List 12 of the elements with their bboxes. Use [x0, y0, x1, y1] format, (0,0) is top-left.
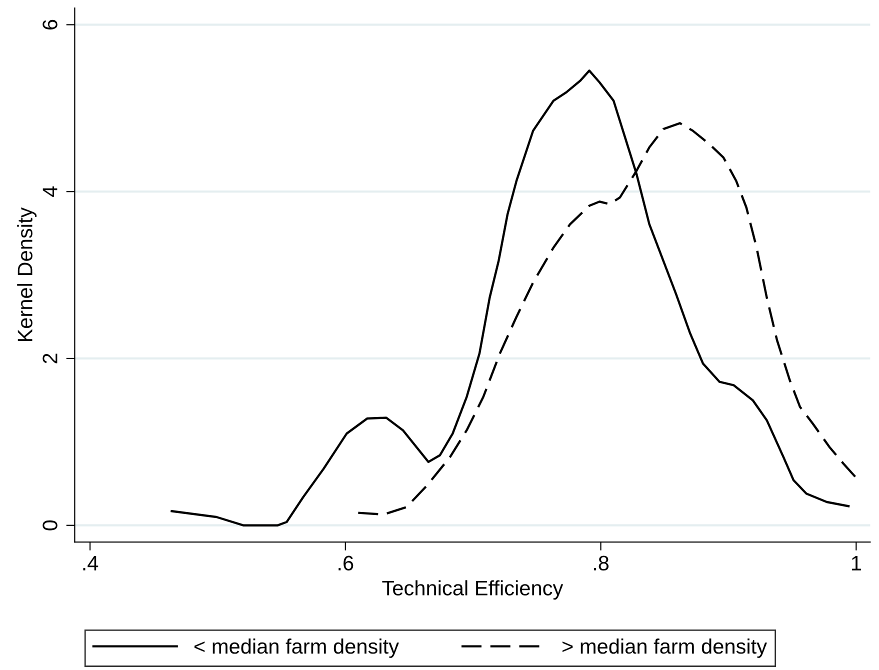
- x-axis-title: Technical Efficiency: [382, 580, 564, 600]
- x-tick-label: .8: [594, 556, 609, 571]
- legend-label: < median farm density: [194, 638, 399, 658]
- x-tick-label: 1: [852, 556, 861, 570]
- x-tick-label: .6: [338, 556, 354, 571]
- y-axis-title: Kernel Density: [17, 207, 37, 342]
- y-tick-label: 0: [42, 520, 58, 530]
- y-tick-label: 4: [42, 186, 58, 197]
- legend-label: > median farm density: [562, 638, 767, 658]
- x-tick-label: .4: [83, 556, 98, 570]
- y-tick-label: 6: [42, 20, 58, 30]
- y-tick-label: 2: [42, 354, 58, 364]
